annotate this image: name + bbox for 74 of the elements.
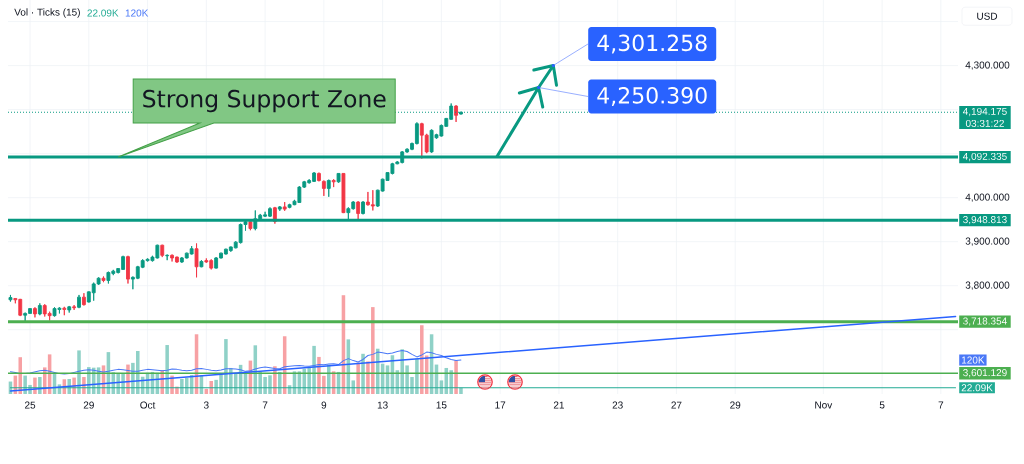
x-tick-label: 3: [203, 401, 209, 409]
candlestick: [23, 312, 28, 323]
candlestick: [370, 189, 375, 211]
bar: [454, 360, 458, 394]
candlestick: [8, 294, 13, 302]
x-tick-label: 7: [938, 401, 944, 409]
x-tick-label: 13: [377, 401, 388, 409]
annotation: 22.09K: [87, 9, 119, 17]
candlestick: [165, 254, 170, 261]
annotation: 120K: [125, 9, 149, 17]
y-axis-title: USD: [977, 12, 998, 20]
candlestick: [106, 271, 111, 284]
bar: [278, 371, 282, 394]
text: Vol · Ticks (15): [14, 8, 80, 18]
candlestick: [126, 255, 130, 284]
candlestick: [336, 172, 341, 184]
candlestick: [341, 172, 346, 214]
bar: [77, 350, 81, 394]
x-tick-label: 21: [553, 401, 564, 409]
candlestick: [77, 294, 81, 309]
candlestick: [317, 172, 321, 182]
candlestick: [199, 259, 204, 268]
y-tick-label: 3,900.000: [965, 237, 1010, 246]
bar: [165, 345, 169, 394]
candlestick: [72, 304, 77, 311]
x-tick-label: 23: [612, 401, 623, 409]
y-tick-label: 4,000.000: [965, 193, 1010, 202]
x-tick-label: Nov: [815, 401, 833, 409]
annotation: 4,250.390: [597, 87, 707, 106]
ref-line-label: 3,948.813: [963, 216, 1007, 225]
candlestick: [37, 302, 42, 316]
x-tick-label: Oct: [140, 401, 156, 409]
bar: [356, 362, 360, 394]
y2-tick-label: 22.09K: [961, 384, 993, 392]
candlestick: [62, 306, 67, 316]
x-tick-label: 17: [495, 401, 506, 409]
bar: [459, 387, 463, 394]
ref-line-label: 4,194.175: [962, 107, 1007, 117]
x-tick-label: 5: [879, 401, 885, 409]
bar: [449, 370, 453, 394]
candlestick: [81, 292, 86, 306]
candlestick: [361, 200, 365, 215]
ref-line-label: 3,718.354: [963, 317, 1007, 326]
candlestick: [189, 245, 194, 255]
candlestick: [321, 180, 326, 197]
candlestick: [214, 256, 219, 269]
candlestick: [454, 104, 458, 123]
bar: [184, 377, 189, 394]
annotation: Strong Support Zone: [143, 89, 386, 113]
candlestick: [277, 205, 282, 212]
y-tick-label: 4,300.000: [965, 61, 1010, 70]
candlestick: [356, 200, 361, 221]
candlestick: [326, 179, 331, 198]
y2-tick-label: 120K: [961, 356, 985, 364]
annotation: 4,301.258: [597, 34, 707, 54]
x-tick-label: 25: [24, 401, 36, 409]
y-tick-label: 3,800.000: [965, 281, 1010, 290]
x-tick-label: 9: [321, 401, 327, 409]
candlestick: [331, 178, 336, 188]
candlestick: [160, 244, 165, 258]
candlestick: [33, 306, 37, 318]
candlestick: [101, 276, 106, 283]
x-tick-label: 29: [83, 401, 94, 409]
ref-line-label: 3,601.129: [963, 369, 1007, 378]
candlestick: [67, 305, 72, 314]
candlestick: [194, 243, 199, 278]
x-tick-label: 15: [436, 401, 447, 409]
x-tick-label: 7: [262, 401, 268, 409]
x-tick-label: 29: [730, 401, 741, 409]
x-tick-label: 27: [671, 401, 682, 409]
text: 03:31:22: [965, 119, 1004, 127]
candlestick: [282, 201, 287, 212]
bar: [420, 325, 424, 394]
ref-line-label: 4,092.335: [962, 152, 1007, 162]
